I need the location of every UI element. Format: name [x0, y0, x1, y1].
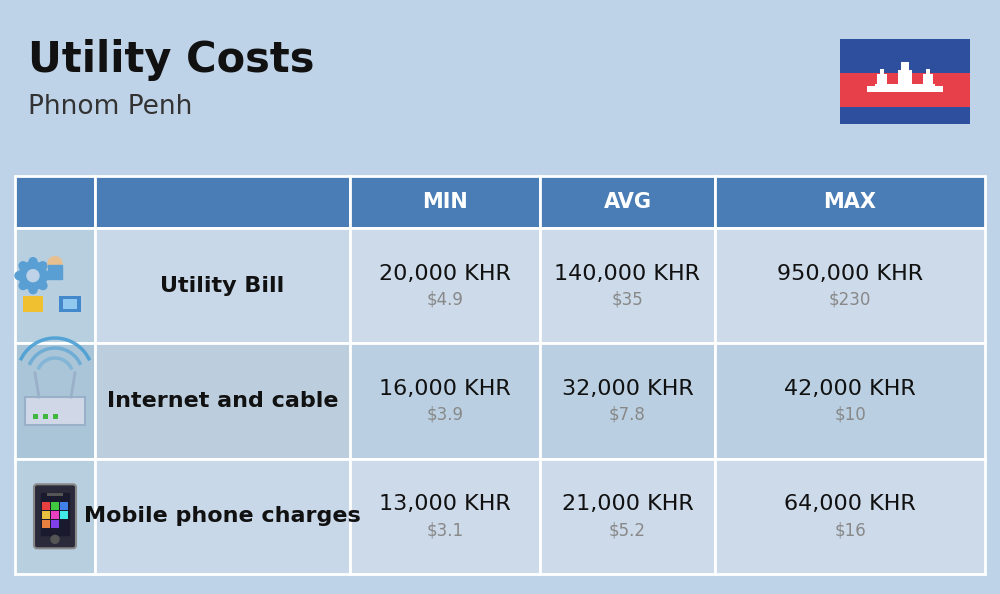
Bar [350, 228, 540, 343]
Text: Internet and cable: Internet and cable [107, 391, 338, 411]
Bar [540, 343, 715, 459]
Text: $10: $10 [834, 406, 866, 424]
Bar [51, 520, 59, 528]
Bar [540, 228, 715, 343]
Bar [880, 69, 884, 74]
Bar [898, 70, 912, 88]
Bar [51, 511, 59, 519]
Bar [25, 397, 85, 425]
Bar [60, 511, 68, 519]
Bar [42, 503, 50, 510]
Circle shape [15, 271, 23, 280]
Bar [901, 62, 909, 70]
Circle shape [29, 286, 37, 293]
Bar [60, 503, 68, 510]
Circle shape [39, 282, 47, 289]
Text: 42,000 KHR: 42,000 KHR [784, 379, 916, 399]
Text: $3.9: $3.9 [426, 406, 464, 424]
Bar [15, 343, 95, 459]
Bar [41, 494, 69, 535]
Text: 32,000 KHR: 32,000 KHR [562, 379, 693, 399]
Bar [540, 459, 715, 574]
FancyBboxPatch shape [34, 484, 76, 548]
Bar [95, 228, 350, 343]
Bar [350, 176, 540, 228]
Text: 16,000 KHR: 16,000 KHR [379, 379, 511, 399]
Bar [15, 228, 95, 343]
Circle shape [51, 535, 59, 544]
Circle shape [19, 262, 27, 270]
Text: MAX: MAX [824, 192, 876, 212]
Text: $3.1: $3.1 [426, 522, 464, 539]
Bar [715, 343, 985, 459]
Bar [47, 494, 63, 497]
Bar [840, 73, 970, 107]
Text: $5.2: $5.2 [609, 522, 646, 539]
Text: MIN: MIN [422, 192, 468, 212]
Bar [42, 520, 50, 528]
Text: $230: $230 [829, 290, 871, 309]
Bar [48, 265, 62, 279]
Circle shape [39, 262, 47, 270]
Bar [887, 84, 923, 88]
Text: $4.9: $4.9 [427, 290, 463, 309]
Circle shape [19, 262, 47, 290]
Bar [53, 414, 58, 419]
Bar [42, 511, 50, 519]
Circle shape [27, 270, 39, 282]
Bar [350, 459, 540, 574]
Bar [15, 176, 95, 228]
Bar [43, 414, 48, 419]
Text: Utility Costs: Utility Costs [28, 39, 314, 81]
Bar [840, 39, 970, 73]
Bar [715, 228, 985, 343]
Bar [59, 296, 81, 312]
Text: Utility Bill: Utility Bill [160, 276, 285, 296]
Bar [923, 74, 933, 86]
Bar [540, 176, 715, 228]
Bar [95, 459, 350, 574]
Text: AVG: AVG [604, 192, 652, 212]
Bar [840, 107, 970, 124]
Circle shape [19, 282, 27, 289]
Circle shape [43, 271, 51, 280]
Text: 64,000 KHR: 64,000 KHR [784, 494, 916, 514]
Text: 140,000 KHR: 140,000 KHR [554, 264, 700, 284]
Bar [875, 84, 935, 88]
Text: 21,000 KHR: 21,000 KHR [562, 494, 693, 514]
Text: $16: $16 [834, 522, 866, 539]
Text: 950,000 KHR: 950,000 KHR [777, 264, 923, 284]
Text: 13,000 KHR: 13,000 KHR [379, 494, 511, 514]
Bar [23, 296, 43, 312]
Bar [715, 176, 985, 228]
Circle shape [48, 257, 62, 271]
Text: Phnom Penh: Phnom Penh [28, 94, 192, 120]
Text: 20,000 KHR: 20,000 KHR [379, 264, 511, 284]
Bar [15, 459, 95, 574]
Bar [350, 343, 540, 459]
Bar [877, 74, 887, 86]
Bar [95, 176, 350, 228]
Bar [867, 86, 943, 92]
Bar [95, 343, 350, 459]
Bar [51, 503, 59, 510]
Text: Mobile phone charges: Mobile phone charges [84, 506, 361, 526]
Text: $7.8: $7.8 [609, 406, 646, 424]
Bar [63, 299, 77, 309]
Bar [715, 459, 985, 574]
Circle shape [29, 258, 37, 266]
Bar [926, 69, 930, 74]
Text: $35: $35 [612, 290, 643, 309]
Bar [33, 414, 38, 419]
